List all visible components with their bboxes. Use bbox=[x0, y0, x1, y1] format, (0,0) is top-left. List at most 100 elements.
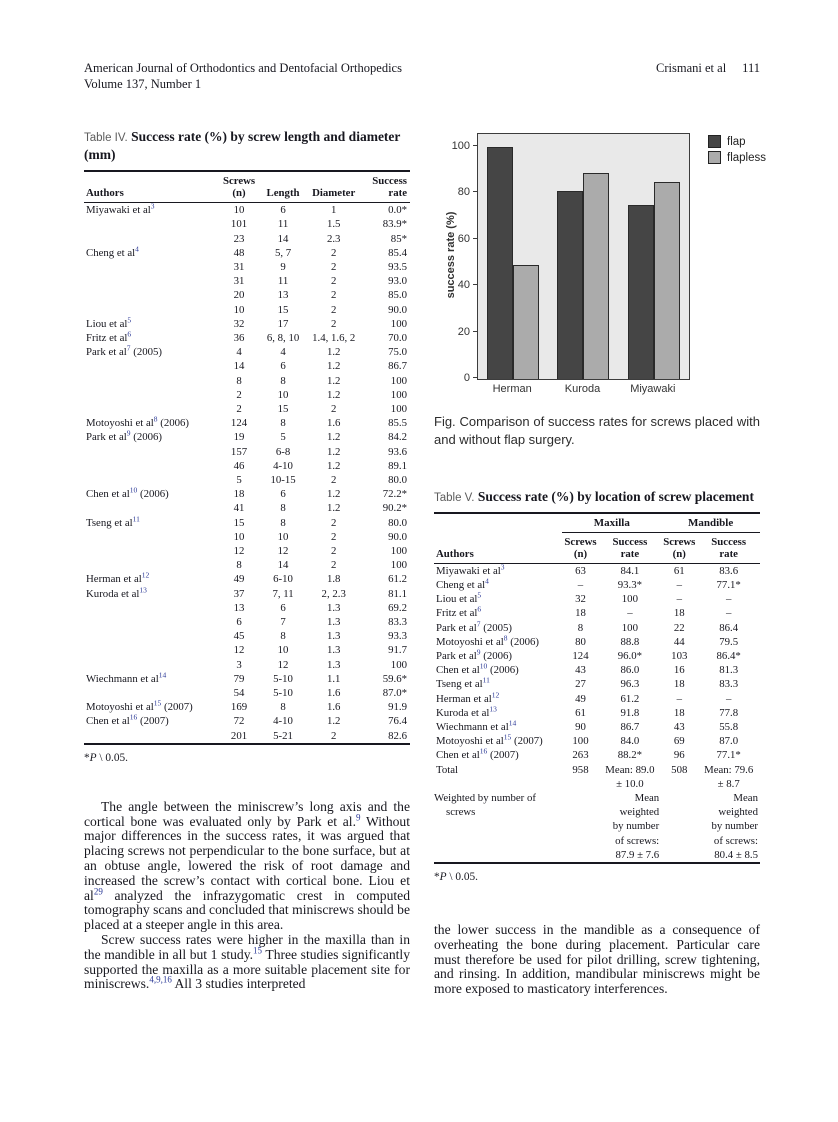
data-cell: 61 bbox=[575, 706, 586, 719]
data-cell: 8 bbox=[236, 374, 242, 387]
data-cell: 124 bbox=[572, 649, 589, 662]
data-cell: 45 bbox=[233, 630, 245, 643]
group-header-spacer bbox=[434, 513, 562, 532]
journal-volume: Volume 137, Number 1 bbox=[84, 77, 202, 92]
data-cell: 201 bbox=[230, 729, 248, 742]
author-cell bbox=[84, 473, 217, 487]
data-cell: 84.0 bbox=[620, 735, 640, 748]
data-cell: 15 bbox=[277, 303, 289, 316]
data-cell: 100 bbox=[390, 388, 407, 401]
data-cell: 84.1 bbox=[620, 564, 640, 577]
data-cell: 81.1 bbox=[388, 587, 407, 600]
data-cell: 76.4 bbox=[388, 715, 407, 728]
reference-superscript: 15 bbox=[503, 732, 512, 742]
data-cell: 23 bbox=[233, 232, 245, 245]
table-row: Weighted by number of screws Mean weighte… bbox=[434, 791, 760, 863]
table-row: Herman et al12 49 61.2 – – bbox=[434, 689, 760, 706]
table-row: 12 12 2 100 bbox=[84, 544, 410, 558]
data-cell: 958 bbox=[572, 763, 589, 776]
reference-superscript: 9 bbox=[355, 812, 361, 823]
author-cell: Cheng et al4 bbox=[86, 244, 139, 259]
author-cell bbox=[84, 729, 217, 744]
column-header: Screws (n) bbox=[661, 532, 698, 564]
data-cell: 157 bbox=[230, 445, 248, 458]
data-cell: 6-8 bbox=[275, 445, 291, 458]
table-row: 46 4-10 1.2 89.1 bbox=[84, 459, 410, 473]
data-cell: 18 bbox=[673, 678, 685, 691]
data-cell: 89.1 bbox=[388, 459, 407, 472]
data-cell: 1.8 bbox=[326, 573, 341, 586]
author-cell: Herman et al12 bbox=[436, 689, 500, 705]
data-cell: – bbox=[676, 593, 682, 606]
body-text-left: The angle between the miniscrew’s long a… bbox=[84, 799, 410, 992]
data-cell: 2 bbox=[330, 260, 337, 273]
data-cell: 5-21 bbox=[273, 729, 293, 742]
author-cell bbox=[84, 643, 217, 657]
data-cell: 83.3 bbox=[719, 678, 739, 691]
table4-label: Table IV. bbox=[84, 132, 128, 144]
data-cell: 93.5 bbox=[388, 260, 407, 273]
data-cell: 63 bbox=[575, 564, 586, 577]
author-cell: Chen et al10 (2006) bbox=[86, 485, 169, 501]
data-cell: 8 bbox=[280, 701, 286, 714]
legend-swatch bbox=[708, 151, 721, 164]
reference-superscript: 12 bbox=[491, 689, 500, 699]
table-row: 157 6-8 1.2 93.6 bbox=[84, 445, 410, 459]
data-cell: 100 bbox=[390, 545, 407, 558]
table5-caption: Table V. Success rate (%) by location of… bbox=[434, 489, 754, 505]
data-cell: 1.2 bbox=[326, 360, 341, 373]
column-header: Success rate bbox=[362, 170, 410, 204]
data-cell bbox=[562, 791, 598, 863]
author-cell bbox=[84, 374, 217, 388]
data-cell: 14 bbox=[277, 232, 289, 245]
author-cell bbox=[84, 501, 217, 515]
data-cell: 61 bbox=[673, 564, 685, 577]
data-cell: 86.0 bbox=[620, 664, 640, 677]
author-cell bbox=[84, 274, 217, 288]
data-cell: 31 bbox=[233, 275, 245, 288]
reference-superscript: 16 bbox=[129, 712, 138, 722]
data-cell: 1.3 bbox=[326, 630, 341, 643]
data-cell: 5 bbox=[236, 474, 242, 486]
data-cell: 81.3 bbox=[719, 664, 739, 677]
y-tick-mark bbox=[473, 191, 477, 193]
data-cell: 10 bbox=[277, 644, 289, 657]
column-header: Screws (n) bbox=[217, 170, 261, 204]
column-header: Screws (n) bbox=[562, 532, 599, 564]
citation-authors: Crismani et al bbox=[656, 61, 727, 75]
table-row: Motoyoshi et al15 (2007) 100 84.0 69 87.0 bbox=[434, 732, 760, 748]
author-cell: Liou et al5 bbox=[436, 590, 482, 606]
data-cell: 90.0 bbox=[388, 530, 407, 543]
author-cell bbox=[84, 260, 217, 274]
data-cell: 100 bbox=[390, 559, 407, 572]
data-cell: 103 bbox=[671, 649, 688, 662]
right-column: success rate (%) Herman Kuroda Miyawaki fl… bbox=[434, 125, 766, 997]
table-row: 45 8 1.3 93.3 bbox=[84, 629, 410, 643]
data-cell: 79.5 bbox=[719, 635, 739, 648]
author-cell: Chen et al10 (2006) bbox=[436, 661, 519, 677]
table-header-row: Authors Screws (n) Success rate Screws (n) Succ… bbox=[434, 532, 760, 564]
table-row: 41 8 1.2 90.2* bbox=[84, 501, 410, 515]
table4: Authors Screws (n) Length Diameter Success rat… bbox=[84, 169, 410, 745]
table-row: Motoyoshi et al15 (2007) 169 8 1.6 91.9 bbox=[84, 699, 410, 714]
table-row: Miyawaki et al3 10 6 1 0.0* bbox=[84, 202, 410, 218]
data-cell: 22 bbox=[673, 621, 685, 634]
table-row: Cheng et al4 – 93.3* – 77.1* bbox=[434, 576, 760, 592]
table-row: Total 958 Mean: 89.0 ± 10.0 508 Mean: 79.6 ±… bbox=[434, 763, 760, 791]
data-cell: 4-10 bbox=[273, 459, 293, 472]
table-row: Motoyoshi et al8 (2006) 124 8 1.6 85.5 bbox=[84, 415, 410, 430]
data-cell: 44 bbox=[673, 635, 685, 648]
column-header: Success rate bbox=[598, 532, 662, 564]
data-cell: 87.0 bbox=[719, 735, 739, 748]
data-cell: – bbox=[725, 607, 732, 620]
data-cell: 91.8 bbox=[620, 706, 640, 719]
table-row: 14 6 1.2 86.7 bbox=[84, 359, 410, 373]
author-cell bbox=[84, 601, 217, 615]
x-axis-label: Herman bbox=[492, 383, 532, 395]
author-cell: Cheng et al4 bbox=[436, 576, 489, 591]
bar-group bbox=[557, 173, 610, 379]
column-header: Diameter bbox=[305, 170, 363, 204]
data-cell: 12 bbox=[277, 658, 289, 671]
table-row: Fritz et al6 36 6, 8, 10 1.4, 1.6, 2 70.0 bbox=[84, 330, 410, 345]
reference-superscript: 29 bbox=[93, 886, 103, 897]
